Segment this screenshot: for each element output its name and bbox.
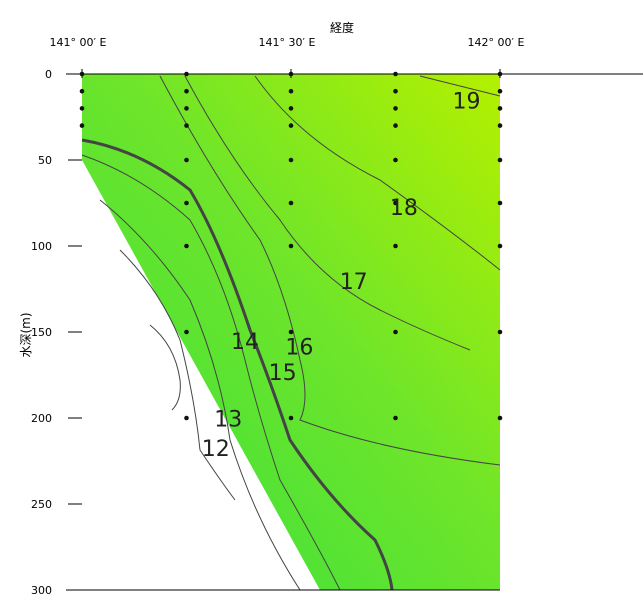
x-tick-label-2: 142° 00′ E: [468, 36, 525, 49]
station-point-2-3: [288, 123, 294, 128]
contour-label-16: 16: [285, 335, 313, 360]
station-point-4-3: [497, 123, 503, 128]
station-point-0-1: [79, 88, 85, 94]
station-point-4-2: [497, 106, 503, 111]
station-point-4-1: [497, 88, 503, 94]
x-tick-label-1: 141° 30′ E: [259, 36, 316, 49]
station-point-1-8: [184, 415, 189, 421]
station-point-0-2: [79, 106, 85, 111]
station-point-4-6: [497, 243, 503, 249]
station-point-3-7: [393, 329, 398, 335]
contour-17: [184, 75, 471, 351]
station-point-1-7: [184, 329, 189, 335]
station-point-4-7: [497, 329, 503, 335]
y-axis-title: 水深(m): [19, 312, 33, 357]
contour-lines: [81, 75, 501, 591]
station-point-1-0: [184, 71, 189, 77]
station-point-2-5: [288, 200, 294, 206]
x-axis-title: 経度: [330, 20, 354, 35]
station-point-2-4: [288, 157, 294, 163]
station-point-4-8: [497, 415, 503, 421]
y-tick-label-200: 200: [31, 412, 52, 425]
contour-label-14: 14: [231, 330, 259, 355]
y-tick-label-150: 150: [31, 326, 52, 339]
contour-12: [119, 249, 236, 501]
station-points: [79, 71, 503, 421]
station-point-4-0: [497, 71, 503, 77]
x-axis-ticks: 141° 00′ E 141° 30′ E 142° 00′ E: [50, 36, 525, 78]
station-point-1-4: [184, 157, 189, 163]
station-point-2-0: [288, 71, 294, 77]
contour-label-17: 17: [340, 270, 368, 295]
station-point-3-3: [393, 123, 398, 128]
contour-19: [419, 75, 501, 97]
contour-label-12: 12: [202, 437, 230, 462]
contour-label-19: 19: [453, 89, 481, 114]
y-axis-ticks: 0 50 100 150 200 250 300: [31, 68, 82, 595]
station-point-0-3: [79, 123, 85, 128]
station-point-3-0: [393, 71, 398, 77]
contour-16: [159, 75, 501, 466]
station-point-1-3: [184, 123, 189, 128]
station-point-1-6: [184, 243, 189, 249]
station-point-2-8: [288, 415, 294, 421]
station-point-1-1: [184, 88, 189, 94]
y-tick-label-50: 50: [38, 154, 52, 167]
y-tick-label-100: 100: [31, 240, 52, 253]
station-point-2-7: [288, 329, 294, 335]
contour-15-thick: [81, 138, 394, 591]
station-point-2-2: [288, 106, 294, 111]
contour-14: [81, 154, 341, 591]
station-point-1-2: [184, 106, 189, 111]
contour-18: [254, 75, 501, 271]
station-point-2-6: [288, 243, 294, 249]
station-point-0-0: [79, 71, 85, 77]
station-point-2-1: [288, 88, 294, 94]
contour-11: [149, 324, 181, 411]
x-tick-label-0: 141° 00′ E: [50, 36, 107, 49]
y-tick-label-0: 0: [45, 68, 52, 81]
station-point-3-5: [393, 200, 398, 206]
station-point-1-5: [184, 200, 189, 206]
y-tick-label-250: 250: [31, 498, 52, 511]
station-point-4-4: [497, 157, 503, 163]
station-point-3-6: [393, 243, 398, 249]
station-point-3-2: [393, 106, 398, 111]
contour-label-15: 15: [269, 361, 297, 386]
y-tick-label-300: 300: [31, 584, 52, 595]
station-point-3-1: [393, 88, 398, 94]
station-point-3-4: [393, 157, 398, 163]
contour-13: [99, 199, 301, 591]
contour-label-13: 13: [214, 408, 242, 433]
station-point-3-8: [393, 415, 398, 421]
station-point-4-5: [497, 200, 503, 206]
contour-label-18: 18: [390, 196, 418, 221]
